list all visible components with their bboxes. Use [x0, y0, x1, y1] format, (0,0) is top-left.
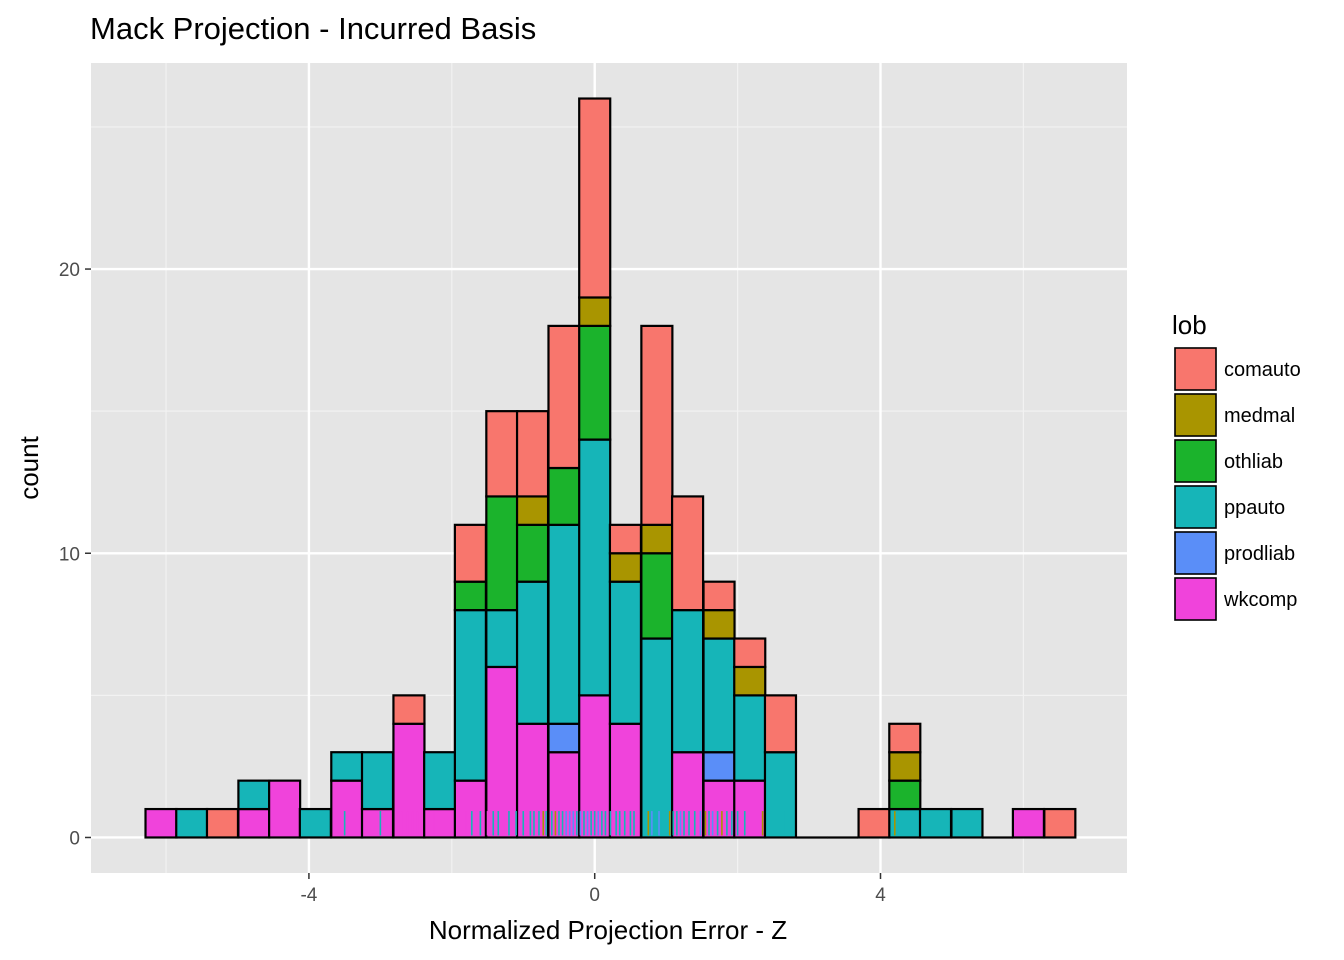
bar-segment-wkcomp — [485, 665, 519, 839]
x-tick-label: 0 — [589, 885, 600, 906]
histogram-bars — [144, 97, 1077, 839]
bar-segment-wkcomp — [702, 779, 736, 839]
legend-swatch-othliab — [1174, 439, 1217, 483]
y-axis: 0 10 20 — [59, 260, 91, 849]
bar-segment-ppauto — [702, 637, 736, 754]
bar-segment-ppauto — [330, 751, 364, 782]
y-tick-label: 20 — [59, 260, 80, 281]
bar-segment-ppauto — [453, 609, 487, 782]
bar-segment-medmal — [608, 552, 643, 583]
bar-segment-comauto — [485, 410, 519, 498]
legend-swatch-prodliab — [1174, 531, 1217, 575]
bar-segment-wkcomp — [423, 807, 457, 839]
bar-segment-ppauto — [763, 751, 798, 839]
bar-segment-ppauto — [298, 807, 332, 839]
bar-segment-comauto — [888, 722, 922, 754]
bar-segment-wkcomp — [268, 779, 302, 839]
bar-segment-prodliab — [702, 751, 736, 782]
bar-segment-othliab — [640, 552, 674, 640]
bar-segment-comauto — [1043, 807, 1077, 839]
legend-swatch-wkcomp — [1174, 577, 1217, 621]
bar-segment-ppauto — [485, 609, 519, 669]
bar-segment-othliab — [515, 523, 550, 583]
legend: lob comauto medmal othliab ppauto prodliab wk… — [1172, 310, 1301, 621]
legend-swatch-comauto — [1174, 347, 1217, 391]
bar-segment-comauto — [205, 807, 240, 839]
bar-segment-othliab — [578, 324, 612, 441]
bar-segment-wkcomp — [330, 779, 364, 839]
bar-segment-prodliab — [547, 722, 581, 754]
bar-segment-othliab — [485, 495, 519, 612]
x-tick-label: -4 — [300, 885, 317, 906]
bar-segment-comauto — [515, 410, 550, 498]
bar-segment-wkcomp — [733, 779, 767, 839]
y-tick-label: 0 — [69, 828, 80, 849]
bar-segment-ppauto — [608, 580, 643, 725]
bar-segment-medmal — [578, 296, 612, 327]
bar-segment-comauto — [608, 523, 643, 555]
bar-segment-wkcomp — [144, 807, 178, 839]
legend-label-comauto: comauto — [1224, 359, 1301, 381]
bar-segment-ppauto — [423, 751, 457, 811]
bar-segment-medmal — [733, 665, 767, 697]
bar-segment-comauto — [702, 580, 736, 612]
legend-title: lob — [1172, 310, 1207, 340]
legend-swatch-ppauto — [1174, 485, 1217, 529]
legend-label-ppauto: ppauto — [1224, 497, 1285, 519]
bar-segment-othliab — [888, 779, 922, 811]
x-axis-title: Normalized Projection Error - Z — [429, 915, 787, 945]
chart-title: Mack Projection - Incurred Basis — [90, 11, 536, 46]
bar-segment-wkcomp — [237, 807, 271, 839]
bar-segment-wkcomp — [547, 751, 581, 839]
bar-segment-ppauto — [733, 694, 767, 782]
bar-segment-comauto — [547, 324, 581, 470]
legend-label-medmal: medmal — [1224, 405, 1295, 427]
bar-segment-wkcomp — [453, 779, 487, 839]
bar-segment-ppauto — [918, 807, 953, 839]
y-axis-title: count — [14, 435, 44, 499]
bar-segment-wkcomp — [360, 807, 395, 839]
bar-segment-comauto — [578, 97, 612, 299]
legend-label-wkcomp: wkcomp — [1223, 589, 1297, 611]
bar-segment-othliab — [453, 580, 487, 612]
bar-segment-ppauto — [175, 807, 209, 839]
bar-segment-medmal — [515, 495, 550, 526]
bar-segment-comauto — [763, 694, 798, 754]
bar-segment-othliab — [547, 466, 581, 526]
bar-segment-ppauto — [640, 637, 674, 839]
bar-segment-ppauto — [547, 523, 581, 725]
legend-label-othliab: othliab — [1224, 451, 1283, 473]
bar-segment-wkcomp — [1011, 807, 1046, 839]
bar-segment-ppauto — [670, 609, 705, 754]
bar-segment-comauto — [857, 807, 891, 839]
bar-segment-ppauto — [578, 438, 612, 697]
x-tick-label: 4 — [875, 885, 886, 906]
y-tick-label: 10 — [59, 544, 80, 565]
bar-segment-medmal — [702, 609, 736, 640]
bar-segment-medmal — [888, 751, 922, 782]
bar-segment-comauto — [733, 637, 767, 669]
legend-swatch-medmal — [1174, 393, 1217, 437]
x-axis: -4 0 4 — [300, 873, 886, 906]
legend-label-prodliab: prodliab — [1224, 543, 1295, 565]
rug-marks — [340, 811, 896, 836]
bar-segment-ppauto — [237, 779, 271, 811]
bar-segment-medmal — [640, 523, 674, 555]
bar-segment-comauto — [392, 694, 426, 725]
bar-segment-ppauto — [515, 580, 550, 725]
bar-segment-ppauto — [360, 751, 395, 811]
bar-segment-comauto — [453, 523, 487, 583]
bar-segment-comauto — [670, 495, 705, 612]
bar-segment-ppauto — [950, 807, 984, 839]
bar-segment-ppauto — [888, 807, 922, 839]
bar-segment-comauto — [640, 324, 674, 526]
